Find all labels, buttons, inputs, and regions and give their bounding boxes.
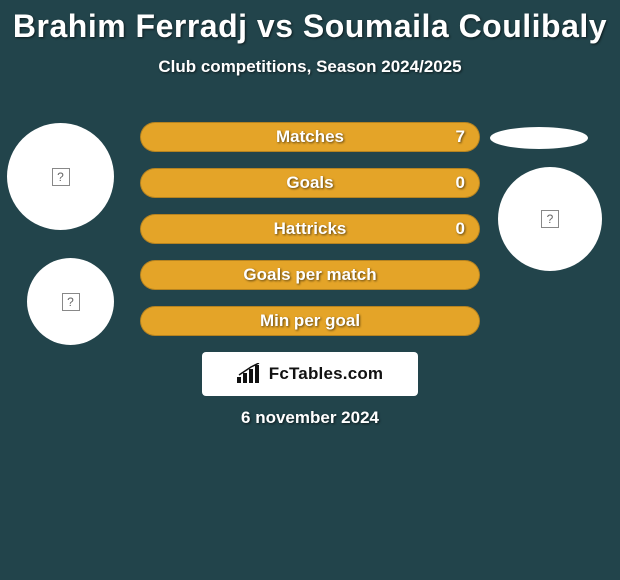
top-right-oval	[490, 127, 588, 149]
stat-bars: Matches 7 Goals 0 Hattricks 0 Goals per match M…	[140, 122, 480, 352]
stat-label: Hattricks	[274, 219, 347, 239]
broken-image-icon: ?	[541, 210, 559, 228]
avatar-right-big: ?	[498, 167, 602, 271]
stat-label: Goals	[286, 173, 333, 193]
stat-bar: Hattricks 0	[140, 214, 480, 244]
page-title: Brahim Ferradj vs Soumaila Coulibaly	[0, 0, 620, 45]
stat-label: Goals per match	[243, 265, 376, 285]
stat-value: 0	[456, 219, 465, 239]
stat-label: Min per goal	[260, 311, 360, 331]
brand-box: FcTables.com	[202, 352, 418, 396]
stat-bar: Matches 7	[140, 122, 480, 152]
comparison-infographic: Brahim Ferradj vs Soumaila Coulibaly Clu…	[0, 0, 620, 580]
brand-text: FcTables.com	[269, 364, 384, 384]
stat-bar: Goals 0	[140, 168, 480, 198]
avatar-left-small: ?	[27, 258, 114, 345]
avatar-left-big: ?	[7, 123, 114, 230]
broken-image-icon: ?	[62, 293, 80, 311]
stat-bar: Min per goal	[140, 306, 480, 336]
broken-image-icon: ?	[52, 168, 70, 186]
stat-bar: Goals per match	[140, 260, 480, 290]
stat-label: Matches	[276, 127, 344, 147]
stat-value: 0	[456, 173, 465, 193]
stat-value: 7	[456, 127, 465, 147]
subtitle: Club competitions, Season 2024/2025	[0, 57, 620, 77]
bars-icon	[237, 363, 263, 385]
date-line: 6 november 2024	[0, 408, 620, 428]
